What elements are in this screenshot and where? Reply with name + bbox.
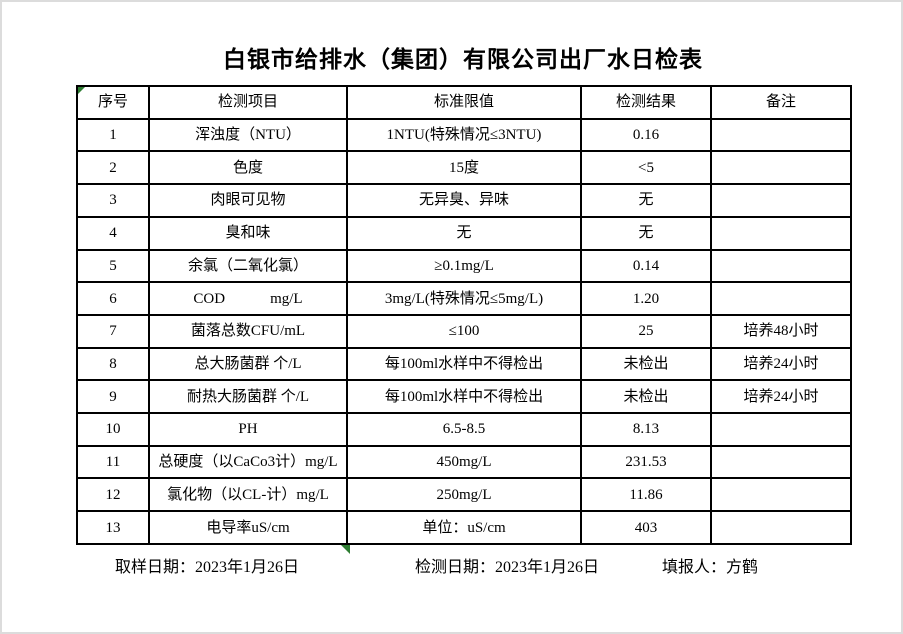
- limit-cell: 250mg/L: [346, 477, 582, 513]
- limit-cell: 1NTU(特殊情况≤3NTU): [346, 117, 582, 153]
- remark-cell: [710, 444, 852, 480]
- table-row: 13 电导率uS/cm 单位：uS/cm 403: [76, 510, 852, 545]
- result-cell: 8.13: [580, 412, 712, 447]
- cell-error-marker-icon: [78, 87, 85, 94]
- limit-cell: ≥0.1mg/L: [346, 248, 582, 284]
- reporter-text: 填报人：方鹤: [662, 559, 759, 576]
- table-row: 9 耐热大肠菌群 个/L 每100ml水样中不得检出 未检出 培养24小时: [76, 379, 852, 415]
- column-header-result: 检测结果: [580, 85, 712, 120]
- remark-cell: 培养48小时: [710, 313, 852, 349]
- result-cell: 0.14: [580, 248, 712, 284]
- row-number-cell: 4: [76, 215, 150, 251]
- item-cell: PH: [148, 412, 348, 447]
- result-cell: 11.86: [580, 477, 712, 513]
- limit-cell: 每100ml水样中不得检出: [346, 379, 582, 415]
- column-header-item: 检测项目: [148, 85, 348, 120]
- item-cell: 肉眼可见物: [148, 183, 348, 218]
- page-title: 白银市给排水（集团）有限公司出厂水日检表: [223, 47, 703, 72]
- row-number-cell: 6: [76, 281, 150, 316]
- remark-cell: [710, 477, 852, 513]
- table-row: 5 余氯（二氧化氯） ≥0.1mg/L 0.14: [76, 248, 852, 284]
- limit-cell: 450mg/L: [346, 444, 582, 480]
- table-row: 12 氯化物（以CL-计）mg/L 250mg/L 11.86: [76, 477, 852, 513]
- water-quality-table: 序号 检测项目 标准限值 检测结果 备注 1 浑浊度（NTU） 1NTU(特殊情…: [76, 85, 852, 545]
- table-row: 4 臭和味 无 无: [76, 215, 852, 251]
- table-row: 11 总硬度（以CaCo3计）mg/L 450mg/L 231.53: [76, 444, 852, 480]
- table-header-row: 序号 检测项目 标准限值 检测结果 备注: [76, 85, 852, 120]
- item-cell: 色度: [148, 150, 348, 186]
- table-row: 1 浑浊度（NTU） 1NTU(特殊情况≤3NTU) 0.16: [76, 117, 852, 153]
- row-number-cell: 13: [76, 510, 150, 545]
- limit-cell: 3mg/L(特殊情况≤5mg/L): [346, 281, 582, 316]
- limit-cell: 15度: [346, 150, 582, 186]
- limit-cell: 单位：uS/cm: [346, 510, 582, 545]
- table-row: 8 总大肠菌群 个/L 每100ml水样中不得检出 未检出 培养24小时: [76, 346, 852, 382]
- result-cell: 0.16: [580, 117, 712, 153]
- result-cell: 无: [580, 215, 712, 251]
- row-number-cell: 3: [76, 183, 150, 218]
- table-row: 3 肉眼可见物 无异臭、异味 无: [76, 183, 852, 218]
- item-cell: COD mg/L: [148, 281, 348, 316]
- item-cell: 菌落总数CFU/mL: [148, 313, 348, 349]
- row-number-cell: 8: [76, 346, 150, 382]
- remark-cell: 培养24小时: [710, 346, 852, 382]
- result-cell: 403: [580, 510, 712, 545]
- result-cell: 未检出: [580, 346, 712, 382]
- column-header-limit: 标准限值: [346, 85, 582, 120]
- remark-cell: [710, 117, 852, 153]
- item-cell: 浑浊度（NTU）: [148, 117, 348, 153]
- item-cell: 总硬度（以CaCo3计）mg/L: [148, 444, 348, 480]
- remark-cell: [710, 281, 852, 316]
- remark-cell: [710, 248, 852, 284]
- table-row: 2 色度 15度 <5: [76, 150, 852, 186]
- column-header-no: 序号: [76, 85, 150, 120]
- remark-cell: [710, 215, 852, 251]
- table-row: 6 COD mg/L 3mg/L(特殊情况≤5mg/L) 1.20: [76, 281, 852, 316]
- row-number-cell: 5: [76, 248, 150, 284]
- table-row: 7 菌落总数CFU/mL ≤100 25 培养48小时: [76, 313, 852, 349]
- item-cell: 臭和味: [148, 215, 348, 251]
- result-cell: 25: [580, 313, 712, 349]
- result-cell: <5: [580, 150, 712, 186]
- row-number-cell: 9: [76, 379, 150, 415]
- limit-cell: 每100ml水样中不得检出: [346, 346, 582, 382]
- remark-cell: [710, 183, 852, 218]
- item-cell: 总大肠菌群 个/L: [148, 346, 348, 382]
- result-cell: 1.20: [580, 281, 712, 316]
- table-row: 10 PH 6.5-8.5 8.13: [76, 412, 852, 447]
- remark-cell: [710, 150, 852, 186]
- limit-cell: 无: [346, 215, 582, 251]
- row-number-cell: 7: [76, 313, 150, 349]
- row-number-cell: 2: [76, 150, 150, 186]
- result-cell: 231.53: [580, 444, 712, 480]
- remark-cell: [710, 412, 852, 447]
- limit-cell: 6.5-8.5: [346, 412, 582, 447]
- result-cell: 无: [580, 183, 712, 218]
- sample-date-text: 取样日期：2023年1月26日: [115, 559, 300, 576]
- remark-cell: 培养24小时: [710, 379, 852, 415]
- row-number-cell: 12: [76, 477, 150, 513]
- result-cell: 未检出: [580, 379, 712, 415]
- test-date-text: 检测日期：2023年1月26日: [415, 559, 600, 576]
- item-cell: 电导率uS/cm: [148, 510, 348, 545]
- item-cell: 余氯（二氧化氯）: [148, 248, 348, 284]
- row-number-cell: 11: [76, 444, 150, 480]
- limit-cell: ≤100: [346, 313, 582, 349]
- row-number-cell: 1: [76, 117, 150, 153]
- green-arrow-icon: [341, 545, 350, 554]
- item-cell: 氯化物（以CL-计）mg/L: [148, 477, 348, 513]
- limit-cell: 无异臭、异味: [346, 183, 582, 218]
- column-header-remark: 备注: [710, 85, 852, 120]
- remark-cell: [710, 510, 852, 545]
- item-cell: 耐热大肠菌群 个/L: [148, 379, 348, 415]
- row-number-cell: 10: [76, 412, 150, 447]
